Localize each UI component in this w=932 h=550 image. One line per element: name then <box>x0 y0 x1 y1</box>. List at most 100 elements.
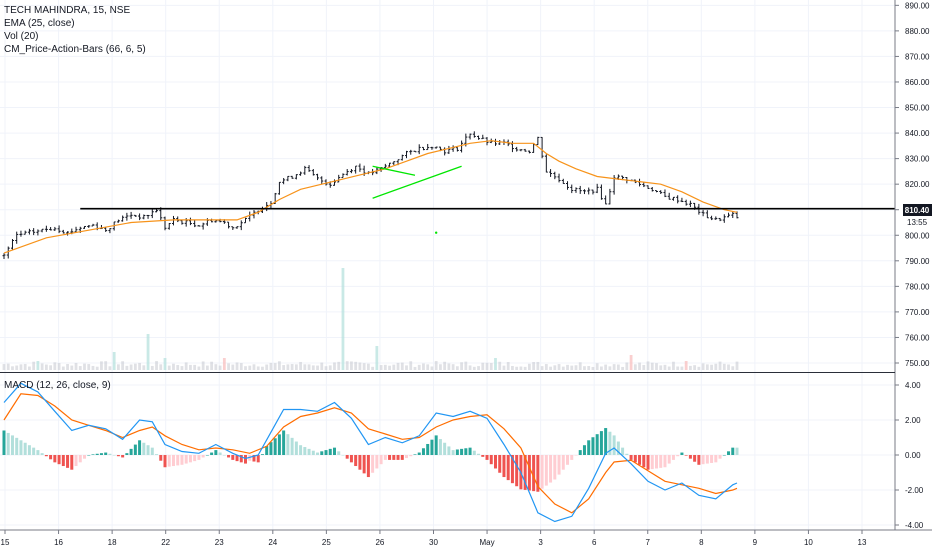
volume-bar <box>44 364 48 370</box>
macd-histogram-bar <box>32 447 36 455</box>
macd-histogram-bar <box>676 455 680 457</box>
price-bars <box>2 131 739 259</box>
macd-histogram-bar <box>269 442 273 455</box>
volume-bar <box>629 355 633 370</box>
time-axis[interactable]: 15 16 18 22 23 24 25 26 30 May 3 6 7 8 9 10 13 <box>1 530 867 547</box>
volume-bar <box>354 361 358 370</box>
volume-bar <box>625 362 629 370</box>
volume-bar <box>455 366 459 370</box>
macd-histogram-bar <box>438 439 442 455</box>
macd-histogram-bar <box>15 437 19 455</box>
volume-bar <box>498 361 502 370</box>
cm-legend[interactable]: CM_Price-Action-Bars (66, 6, 5) <box>4 44 146 55</box>
macd-histogram-bar <box>701 455 705 465</box>
macd-histogram-bar <box>553 455 557 480</box>
macd-histogram-bar <box>265 446 269 455</box>
macd-histogram-bar <box>599 431 603 455</box>
macd-histogram-bar <box>417 452 421 455</box>
volume-bar <box>714 363 718 370</box>
volume-bar <box>519 366 523 370</box>
macd-histogram-bar <box>722 455 726 456</box>
volume-bar <box>422 363 425 370</box>
volume-bar <box>303 364 307 370</box>
macd-histogram-bar <box>129 448 133 455</box>
volume-bar <box>684 361 688 370</box>
volume-bar <box>74 362 78 370</box>
volume-bar <box>57 363 61 370</box>
volume-bar <box>481 362 485 370</box>
macd-histogram-bar <box>493 455 497 469</box>
volume-bar <box>155 361 158 370</box>
volume-bar <box>574 365 578 370</box>
vol-legend[interactable]: Vol (20) <box>4 31 39 42</box>
volume-bar <box>570 365 574 370</box>
volume-bar <box>116 364 120 370</box>
volume-bar <box>388 365 391 370</box>
macd-histogram-bar <box>710 455 714 463</box>
volume-bar <box>197 366 201 370</box>
volume-bar <box>375 346 379 370</box>
macd-histogram-bar <box>316 452 320 455</box>
price-lines <box>3 140 895 254</box>
volume-bars <box>2 268 739 370</box>
volume-bar <box>66 364 69 370</box>
volume-bar <box>261 366 264 370</box>
volume-bar <box>227 363 230 370</box>
volume-bar <box>650 362 654 370</box>
volume-bar <box>587 366 591 370</box>
macd-histogram-bar <box>6 432 10 455</box>
trend-line <box>372 165 462 199</box>
macd-histogram-bar <box>121 455 125 458</box>
macd-pane <box>2 382 739 523</box>
macd-histogram-bar <box>36 450 40 455</box>
price-tick-label: 820.00 <box>905 180 930 189</box>
macd-histogram-bar <box>294 441 298 455</box>
ema-legend[interactable]: EMA (25, close) <box>4 18 75 29</box>
macd-histogram-bar <box>464 448 468 455</box>
volume-bar <box>205 365 209 370</box>
time-tick-label: 18 <box>108 538 117 547</box>
signal-line <box>3 393 738 514</box>
volume-bar <box>214 364 218 370</box>
volume-bar <box>400 362 404 370</box>
macd-histogram-bar <box>604 428 608 455</box>
volume-bar <box>87 364 91 370</box>
macd-histogram-bar <box>540 455 544 489</box>
macd-histogram-bar <box>256 455 260 463</box>
volume-bar <box>515 366 519 370</box>
volume-bar <box>451 364 455 370</box>
volume-bar <box>366 363 370 370</box>
volume-bar <box>430 366 434 370</box>
macd-histogram-bar <box>66 455 70 468</box>
macd-line <box>3 382 738 523</box>
macd-axis[interactable]: 4.00 2.00 0.00 -2.00 -4.00 <box>895 381 924 530</box>
macd-legend[interactable]: MACD (12, 26, close, 9) <box>4 380 111 391</box>
volume-bar <box>727 364 730 370</box>
volume-bar <box>125 365 129 370</box>
time-tick-label: 13 <box>858 538 867 547</box>
macd-histogram-bar <box>10 435 14 455</box>
macd-histogram-bar <box>735 447 739 455</box>
macd-histogram-bar <box>125 453 129 455</box>
macd-histogram-bar <box>61 455 65 467</box>
macd-histogram-bar <box>133 444 137 455</box>
volume-bar <box>358 362 362 370</box>
volume-bar <box>527 363 531 370</box>
macd-histogram-bar <box>421 448 425 455</box>
volume-bar <box>561 366 565 370</box>
macd-tick-label: 0.00 <box>905 451 921 460</box>
volume-bar <box>159 364 163 370</box>
macd-histogram-bar <box>155 454 159 455</box>
volume-bar <box>121 361 125 370</box>
price-axis[interactable]: 890.00 880.00 870.00 860.00 850.00 840.00 830.… <box>895 1 930 368</box>
macd-histogram-bar <box>227 455 231 458</box>
volume-bar <box>328 365 332 370</box>
symbol-title[interactable]: TECH MAHINDRA, 15, NSE <box>4 5 131 16</box>
macd-histogram-bar <box>574 455 578 456</box>
macd-histogram-bar <box>23 442 27 455</box>
volume-bar <box>583 366 586 370</box>
macd-histogram-bar <box>727 451 731 455</box>
macd-histogram-bar <box>91 454 95 455</box>
volume-bar <box>235 362 239 370</box>
